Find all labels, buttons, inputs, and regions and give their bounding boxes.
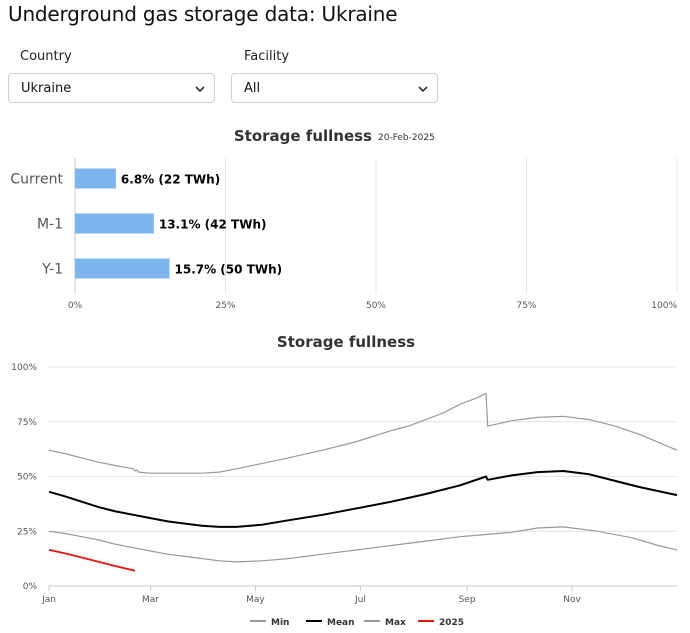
country-select-value: Ukraine <box>21 81 72 96</box>
line-x-tick-label: Nov <box>563 595 581 605</box>
legend-item-mean[interactable]: Mean <box>306 618 355 628</box>
bar-x-tick-label: 75% <box>516 301 536 311</box>
legend-label: Max <box>385 618 406 628</box>
chevron-down-icon <box>418 86 428 93</box>
bar-x-tick-label: 100% <box>651 301 677 311</box>
country-select[interactable]: Ukraine <box>8 73 215 103</box>
series-line-max <box>48 392 678 474</box>
bar-x-tick-label: 25% <box>215 301 235 311</box>
line-y-tick-label: 100% <box>11 363 37 373</box>
line-y-tick-label: 75% <box>17 418 37 428</box>
legend-label: Mean <box>327 618 355 628</box>
line-y-tick-label: 0% <box>23 582 38 592</box>
storage-fullness-line-chart: Storage fullness 0% 25% 50% 75% 100% Jan Mar M… <box>11 333 678 628</box>
bar-x-tick-label: 0% <box>68 301 83 311</box>
line-y-tick-label: 50% <box>17 473 37 483</box>
bar-data-label: 6.8% (22 TWh) <box>121 173 220 187</box>
bar-category-label: Y-1 <box>41 262 63 278</box>
line-y-tick-label: 25% <box>17 527 37 537</box>
line-chart-title: Storage fullness <box>277 333 415 351</box>
series-line-2025 <box>48 549 136 572</box>
legend-item-2025[interactable]: 2025 <box>418 618 464 628</box>
bar-y-1 <box>75 258 170 279</box>
line-x-tick-label: May <box>246 595 265 605</box>
series-line-min <box>48 526 678 563</box>
legend-label: Min <box>271 618 289 628</box>
bar-current <box>75 168 116 189</box>
line-x-tick-label: Sep <box>459 595 476 605</box>
line-x-tick-label: Jan <box>41 595 56 605</box>
legend-item-max[interactable]: Max <box>364 618 406 628</box>
bar-m-1 <box>75 213 154 234</box>
line-x-tick-label: Jul <box>354 595 366 605</box>
bar-category-label: M-1 <box>37 217 63 233</box>
bar-data-label: 13.1% (42 TWh) <box>159 218 267 232</box>
country-label: Country <box>20 49 72 64</box>
bar-category-label: Current <box>10 172 63 188</box>
legend-label: 2025 <box>439 618 464 628</box>
bar-chart-title: Storage fullness <box>234 127 372 145</box>
chevron-down-icon <box>195 86 205 93</box>
facility-select-value: All <box>244 81 261 96</box>
bar-chart-subtitle: 20-Feb-2025 <box>378 133 435 143</box>
bar-data-label: 15.7% (50 TWh) <box>175 263 283 277</box>
page-title: Underground gas storage data: Ukraine <box>8 2 398 26</box>
facility-label: Facility <box>244 49 290 64</box>
legend-item-min[interactable]: Min <box>250 618 289 628</box>
line-x-tick-label: Mar <box>142 595 159 605</box>
series-line-mean <box>48 470 678 528</box>
storage-fullness-bar-chart: Storage fullness 20-Feb-2025 Current M-1 Y… <box>10 127 678 311</box>
bar-x-tick-label: 50% <box>366 301 386 311</box>
facility-select[interactable]: All <box>231 73 438 103</box>
